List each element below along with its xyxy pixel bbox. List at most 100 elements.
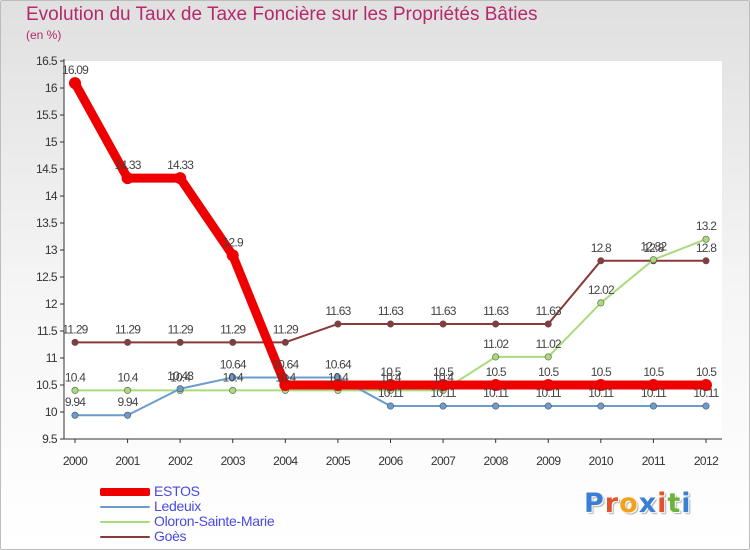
data-label: 10.11	[536, 386, 562, 400]
data-point	[124, 411, 132, 419]
data-point	[384, 379, 397, 391]
data-point	[281, 338, 289, 346]
y-tick-label: 15	[45, 135, 58, 149]
data-label: 9.94	[65, 395, 86, 409]
x-tick-label: 2004	[273, 454, 298, 468]
data-point	[649, 402, 657, 410]
data-label: 10.11	[588, 386, 614, 400]
x-tick-label: 2010	[589, 454, 614, 468]
y-tick-label: 13.5	[36, 216, 58, 230]
data-label: 10.5	[486, 365, 507, 379]
y-tick-label: 13	[45, 243, 58, 257]
x-tick-label: 2011	[642, 454, 666, 468]
x-tick-label: 2009	[536, 454, 561, 468]
data-point	[331, 379, 344, 391]
legend-label: ESTOS	[154, 483, 200, 499]
data-label: 11.63	[536, 304, 562, 318]
data-label: 10.5	[380, 365, 401, 379]
data-label: 10.5	[538, 365, 559, 379]
data-label: 10.11	[693, 386, 719, 400]
data-label: 11.29	[220, 322, 246, 336]
x-tick-label: 2008	[484, 454, 509, 468]
data-label: 11.63	[378, 304, 404, 318]
data-label: 10.43	[167, 369, 194, 383]
data-point	[439, 320, 447, 328]
y-tick-label: 11	[46, 351, 58, 365]
x-tick-label: 2005	[326, 454, 351, 468]
legend-label: Oloron-Sainte-Marie	[154, 513, 275, 529]
data-point	[229, 386, 237, 394]
data-label: 16.09	[62, 63, 89, 77]
data-label: 10.11	[483, 386, 509, 400]
data-point	[597, 299, 605, 307]
data-point	[544, 320, 552, 328]
data-label: 10.5	[433, 365, 454, 379]
x-tick-label: 2007	[431, 454, 456, 468]
legend-label: Ledeuix	[154, 498, 201, 514]
data-point	[334, 320, 342, 328]
data-label: 10.5	[643, 365, 664, 379]
data-label: 14.33	[167, 158, 194, 172]
data-label: 10.4	[170, 370, 191, 384]
data-label: 10.4	[223, 370, 244, 384]
data-label: 11.02	[483, 337, 509, 351]
data-label: 10.4	[433, 370, 454, 384]
data-point	[597, 257, 605, 265]
data-point	[69, 77, 81, 90]
data-label: 12.82	[640, 240, 667, 254]
data-label: 10.4	[380, 370, 401, 384]
plot-area	[64, 61, 722, 439]
data-label: 10.64	[220, 357, 247, 371]
data-point	[647, 379, 660, 391]
data-point	[71, 338, 79, 346]
x-tick-label: 2000	[63, 454, 88, 468]
x-tick-label: 2006	[378, 454, 403, 468]
logo-letter: x	[638, 488, 658, 519]
y-tick-label: 14	[45, 189, 58, 203]
data-label: 10.4	[65, 370, 86, 384]
data-point	[124, 386, 132, 394]
logo-letter: i	[657, 488, 668, 519]
chart-unit-label: (en %)	[26, 28, 62, 42]
data-point	[544, 402, 552, 410]
x-tick-label: 2003	[221, 454, 246, 468]
logo-letter: t	[667, 488, 682, 519]
legend-swatch	[100, 488, 150, 496]
data-point	[121, 172, 134, 185]
data-point	[544, 353, 552, 361]
data-label: 10.11	[431, 386, 457, 400]
data-point	[700, 379, 712, 391]
data-point	[386, 320, 394, 328]
data-label: 12.9	[223, 235, 244, 249]
data-point	[229, 338, 237, 346]
data-point	[439, 402, 447, 410]
data-label: 11.29	[62, 322, 88, 336]
data-point	[594, 379, 607, 391]
data-point	[174, 172, 187, 185]
legend-swatch	[100, 521, 150, 523]
proxiti-logo: Proxiti	[584, 488, 692, 519]
data-label: 11.29	[168, 322, 194, 336]
y-tick-label: 16	[45, 81, 58, 95]
y-tick-label: 9.5	[42, 432, 58, 446]
data-label: 10.64	[325, 357, 352, 371]
data-point	[702, 402, 710, 410]
x-tick-label: 2002	[168, 454, 193, 468]
data-point	[71, 386, 79, 394]
data-label: 12.8	[591, 241, 612, 255]
data-point	[542, 379, 555, 391]
data-label: 11.63	[483, 304, 509, 318]
data-point	[702, 235, 710, 243]
x-tick-label: 2012	[694, 454, 719, 468]
y-tick-label: 11.5	[37, 324, 58, 338]
data-label: 10.11	[641, 386, 667, 400]
data-label: 10.4	[275, 370, 296, 384]
data-point	[176, 338, 184, 346]
data-label: 13.2	[696, 219, 717, 233]
y-tick-label: 15.5	[36, 108, 58, 122]
data-point	[597, 402, 605, 410]
data-label: 10.11	[378, 386, 404, 400]
data-label: 12.8	[643, 241, 664, 255]
logo-letter: P	[584, 488, 605, 519]
data-point	[649, 256, 657, 264]
